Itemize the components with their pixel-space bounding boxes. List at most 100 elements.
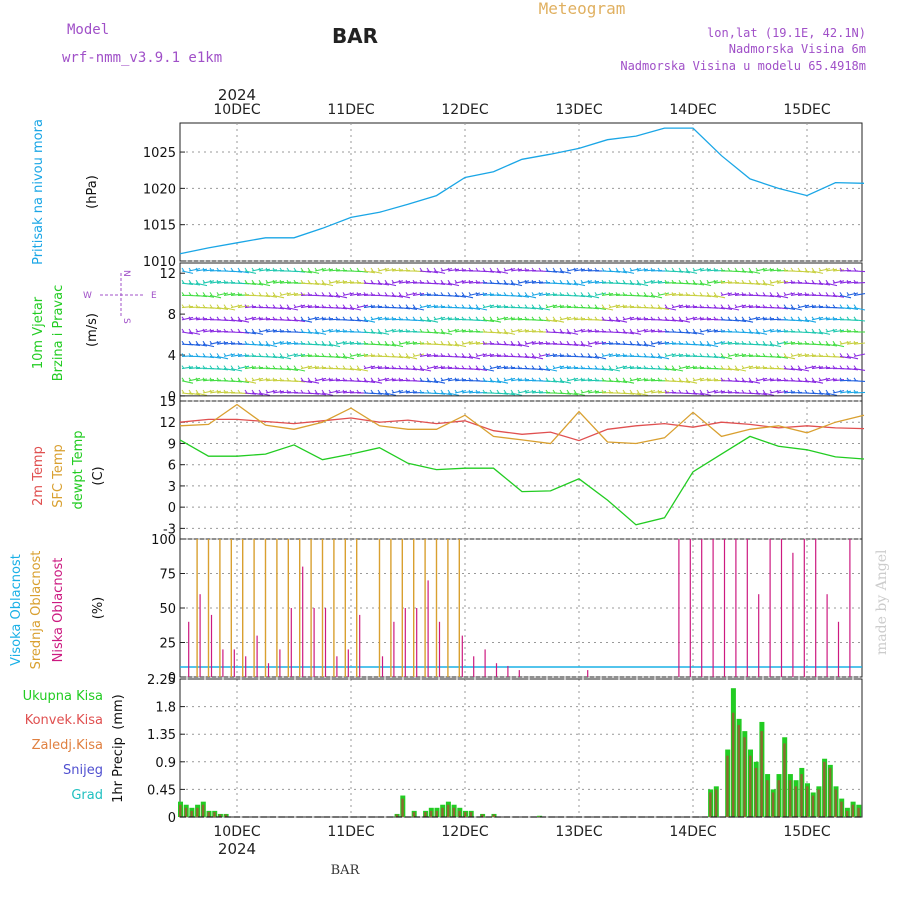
wind-barb [321,343,334,347]
wind-barb-flag [503,279,507,284]
wind-barb-flag [342,340,346,345]
wind-barb-flag [839,377,843,382]
wind-barb [643,294,656,298]
wind-barb-flag [769,353,773,357]
wind-barb-flag [440,304,444,308]
wind-barb-flag [223,340,227,345]
wind-barb [846,355,859,360]
wind-barb [489,319,502,323]
wind-barb [804,331,817,334]
wind-barb-flag [720,267,724,272]
wind-barb-flag [447,279,451,284]
wind-barb-flag [545,389,549,394]
wind-barb-flag [209,267,213,272]
wind-barb-flag [762,316,766,321]
wind-barb-flag [230,267,234,272]
wind-barb-flag [643,389,647,394]
wind-barb-flag [461,353,465,357]
wind-barb-flag [657,279,661,284]
wind-barb-flag [321,389,325,394]
wind-barb-flag [545,353,549,357]
wind-barb-flag [293,377,297,382]
wind-barb [853,368,866,371]
precip-conv-bar [429,810,433,817]
wind-barb-flag [818,267,822,272]
wind-barb [734,368,747,372]
wind-barb-flag [685,389,689,394]
tick-label: 1015 [143,219,176,234]
tick-label: 15 [159,395,176,410]
wind-barb-flag [601,353,605,357]
wind-barb-flag [307,353,311,357]
wind-barb-flag [321,353,325,357]
wind-barb-flag [846,377,850,382]
wind-barb-flag [398,328,402,333]
wind-barb-flag [552,389,556,394]
tick-label: 6 [168,459,176,474]
wind-barb-flag [321,365,325,369]
precip-conv-bar [213,812,216,817]
wind-barb-flag [237,389,241,394]
wind-barb-flag [720,377,724,382]
precip-conv-bar [726,755,729,817]
wind-barb [734,319,747,323]
wind-barb-flag [783,377,787,382]
wind-barb [776,355,789,359]
wind-barb-flag [468,340,472,345]
wind-barb-flag [538,365,542,369]
wind-barb [566,331,579,335]
wind-barb-flag [391,267,395,272]
wind-barb-flag [601,340,605,345]
wind-barb-flag [552,316,556,321]
wind-barb [454,343,467,348]
precip-conv-bar [714,789,718,817]
wind-barb [524,294,537,299]
wind-barb-flag [531,377,535,382]
wind-barb-flag [727,267,731,272]
wind-barb-flag [321,304,325,308]
wind-barb-flag [839,316,843,321]
wind-barb [272,355,285,359]
wind-barb-flag [783,365,787,369]
wind-barb-flag [657,389,661,394]
wind-barb-flag [608,316,612,321]
wind-barb-flag [776,279,780,284]
wind-barb [587,294,600,299]
wind-barb [552,380,565,384]
wind-barb-flag [608,377,612,382]
wind-barb [545,319,558,323]
precip-conv-bar [481,814,484,817]
wind-barb [188,392,201,396]
wind-barb-flag [699,389,703,394]
wind-barb-flag [230,389,234,394]
wind-barb-flag [433,389,437,394]
wind-barb-flag [748,340,752,345]
wind-barb-flag [265,316,269,321]
wind-barb-flag [412,279,416,284]
wind-barb-flag [335,389,339,394]
wind-barb-flag [503,316,507,321]
wind-barb-flag [573,328,577,333]
wind-barb-flag [790,340,794,345]
wind-barb-flag [188,377,192,382]
precip-conv-bar [441,807,444,817]
wind-barb-flag [664,316,668,321]
tick-label: 1.35 [147,728,176,743]
wind-barb-flag [587,279,591,284]
wind-barb-flag [594,365,598,369]
wind-barb-flag [699,267,703,272]
wind-barb-flag [587,304,591,308]
wind-barb-flag [307,365,311,369]
wind-barb-flag [755,304,759,308]
wind-barb-flag [342,316,346,321]
wind-barb-flag [202,279,206,284]
wind-barb-flag [293,316,297,321]
wind-barb [307,270,320,274]
wind-barb-flag [293,328,297,333]
wind-barb-flag [559,340,563,345]
wind-barb-flag [692,304,696,308]
wind-barb-flag [258,304,262,308]
wind-barb-flag [503,267,507,272]
wind-barb-flag [405,377,409,382]
wind-barb-flag [202,377,206,382]
